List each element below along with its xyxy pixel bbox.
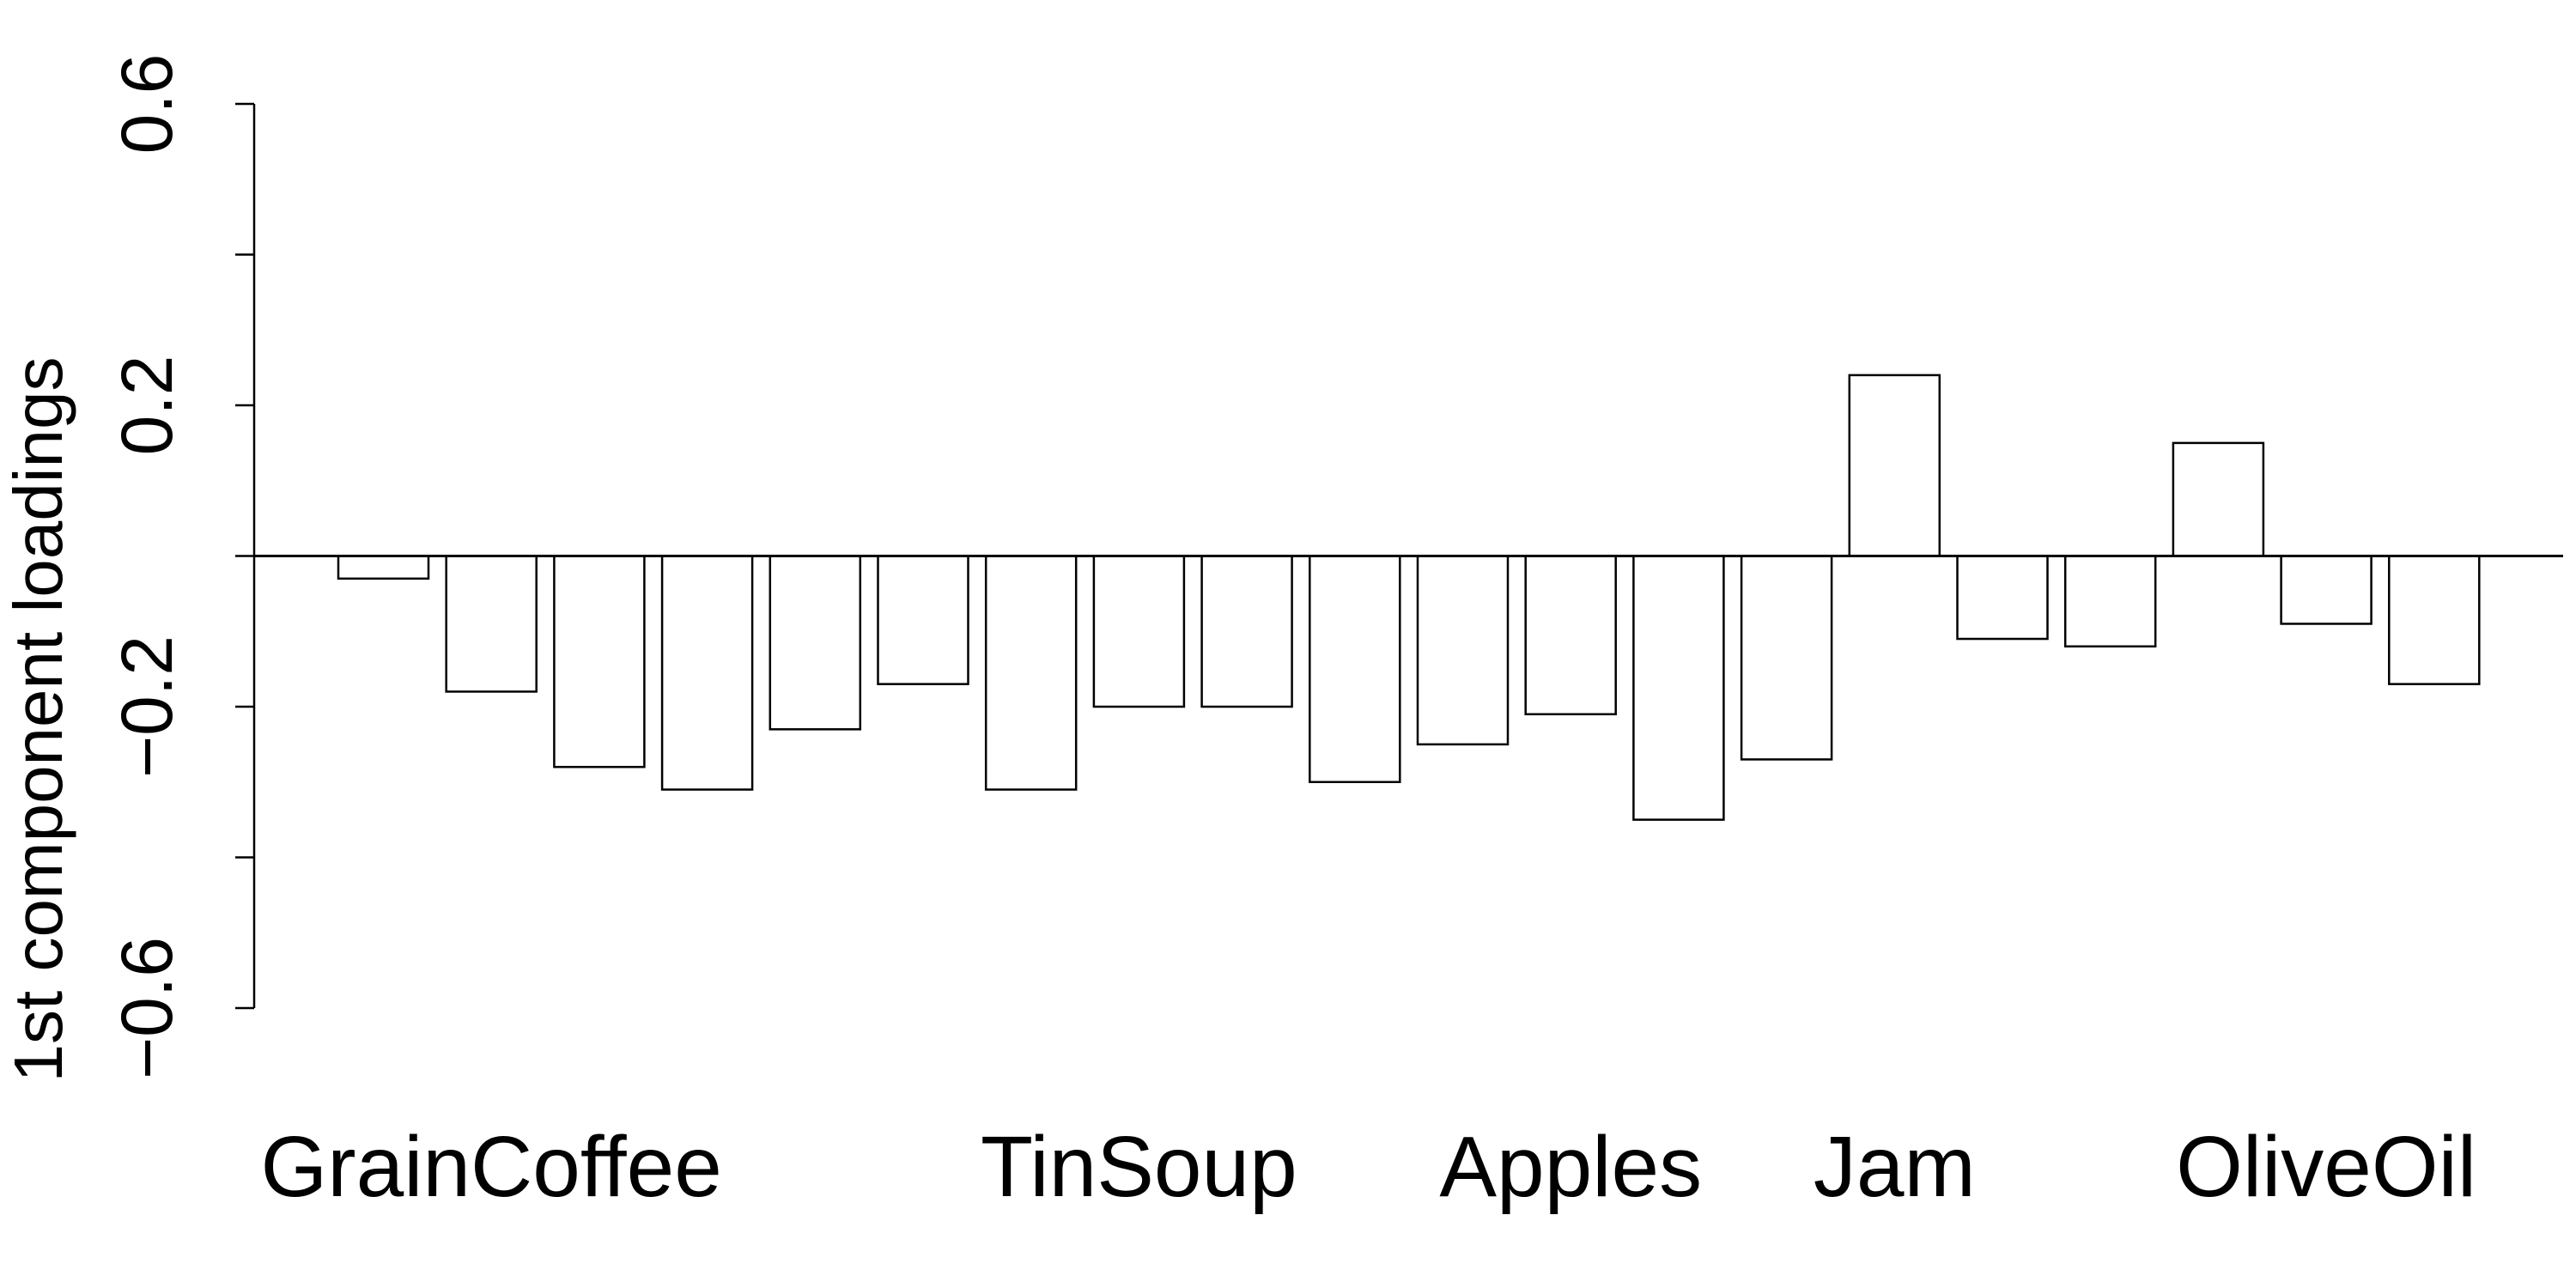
x-category-label: Jam <box>1814 1119 1976 1215</box>
bar <box>1416 555 1510 746</box>
x-category-label: GrainCoffee <box>261 1119 722 1215</box>
bar <box>2172 441 2265 557</box>
bar <box>2388 555 2481 685</box>
bar <box>1848 374 1941 557</box>
y-tick-label: −0.6 <box>106 937 187 1079</box>
bar <box>769 555 862 731</box>
bar <box>1632 555 1725 821</box>
y-tick-label: 0.2 <box>106 355 187 456</box>
bar <box>877 555 969 685</box>
x-category-labels: GrainCoffee TinSoup Apples Jam OliveOil <box>261 1119 2477 1215</box>
y-axis: −0.6 −0.2 0.2 0.6 <box>106 54 256 1079</box>
bar <box>984 555 1078 791</box>
y-tick-label: −0.2 <box>106 635 187 778</box>
bar <box>337 555 430 580</box>
bar <box>1309 555 1401 783</box>
x-category-label: OliveOil <box>2176 1119 2476 1215</box>
bar <box>660 555 754 791</box>
bar <box>1200 555 1293 708</box>
bar <box>553 555 646 769</box>
x-category-label: Apples <box>1439 1119 1702 1215</box>
y-tick-label: 0.6 <box>106 54 187 155</box>
bar <box>1740 555 1833 761</box>
bar <box>2280 555 2372 625</box>
bar <box>2063 555 2157 648</box>
bars <box>337 374 2481 821</box>
bar <box>445 555 538 693</box>
y-axis-title: 1st component loadings <box>0 357 76 1083</box>
x-category-label: TinSoup <box>981 1119 1297 1215</box>
bar <box>1524 555 1617 716</box>
bar <box>1956 555 2049 641</box>
bar <box>1092 555 1186 708</box>
